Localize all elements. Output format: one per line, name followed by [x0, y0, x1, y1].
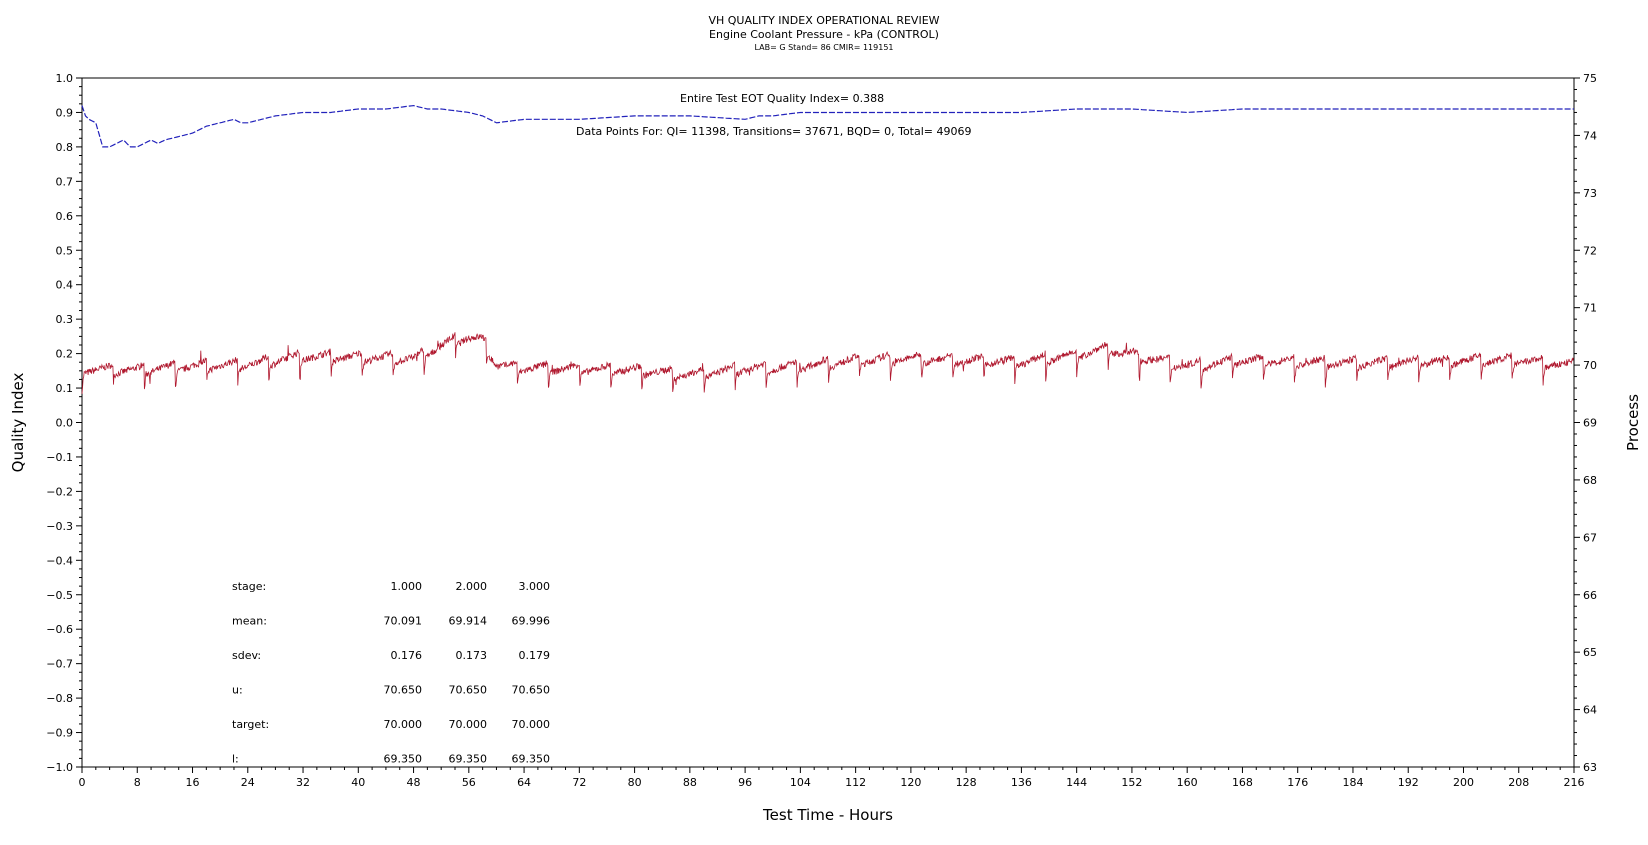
x-tick-label: 112	[845, 776, 866, 789]
x-tick-label: 80	[628, 776, 642, 789]
stats-cell: 70.650	[449, 684, 488, 697]
y-left-tick-label: −1.0	[46, 761, 73, 774]
x-tick-label: 176	[1287, 776, 1308, 789]
y-right-tick-label: 72	[1583, 244, 1597, 257]
y-right-tick-label: 71	[1583, 302, 1597, 315]
y-left-tick-label: −0.5	[46, 589, 73, 602]
x-tick-label: 32	[296, 776, 310, 789]
x-tick-label: 136	[1011, 776, 1032, 789]
chart-title: VH QUALITY INDEX OPERATIONAL REVIEW	[708, 14, 940, 27]
x-tick-label: 56	[462, 776, 476, 789]
series-quality-index-line	[81, 104, 1574, 148]
y-left-tick-label: −0.4	[46, 554, 73, 567]
stats-cell: 69.350	[449, 753, 488, 766]
y-left-tick-label: −0.7	[46, 658, 73, 671]
stats-row-label: l:	[232, 753, 239, 766]
y-right-tick-label: 64	[1583, 704, 1597, 717]
y-right-tick-label: 67	[1583, 531, 1597, 544]
y-left-tick-label: 0.5	[56, 244, 74, 257]
y-left-tick-label: 0.7	[56, 175, 74, 188]
y-right-tick-label: 65	[1583, 646, 1597, 659]
x-tick-label: 72	[572, 776, 586, 789]
y-left-tick-label: 0.4	[56, 279, 74, 292]
y-left-tick-label: 0.0	[56, 417, 74, 430]
x-tick-label: 48	[407, 776, 421, 789]
x-tick-label: 160	[1177, 776, 1198, 789]
x-axis-label: Test Time - Hours	[762, 806, 893, 824]
stats-cell: 0.179	[519, 649, 551, 662]
stats-cell: 0.176	[391, 649, 423, 662]
y-left-tick-label: −0.2	[46, 485, 73, 498]
stats-cell: 70.650	[512, 684, 551, 697]
stats-cell: 3.000	[519, 580, 551, 593]
y-left-tick-label: 0.9	[56, 106, 74, 119]
y-right-tick-label: 66	[1583, 589, 1597, 602]
stats-cell: 1.000	[391, 580, 423, 593]
stats-row-label: target:	[232, 718, 269, 731]
x-tick-label: 104	[790, 776, 811, 789]
x-tick-label: 88	[683, 776, 697, 789]
series-process-line	[81, 332, 1574, 394]
x-tick-label: 120	[900, 776, 921, 789]
y-left-tick-label: −0.1	[46, 451, 73, 464]
data-points-annotation: Data Points For: QI= 11398, Transitions=…	[576, 125, 972, 138]
y-left-tick-label: 0.1	[56, 382, 74, 395]
stats-cell: 69.914	[449, 615, 488, 628]
y-right-tick-label: 63	[1583, 761, 1597, 774]
stats-row-label: mean:	[232, 615, 267, 628]
y-left-tick-label: 1.0	[56, 72, 74, 85]
y-right-tick-label: 73	[1583, 187, 1597, 200]
plot-frame	[81, 77, 1575, 768]
x-tick-label: 184	[1342, 776, 1363, 789]
y-right-tick-label: 70	[1583, 359, 1597, 372]
stats-cell: 0.173	[456, 649, 488, 662]
chart-subtitle: Engine Coolant Pressure - kPa (CONTROL)	[709, 28, 939, 41]
x-tick-label: 208	[1508, 776, 1529, 789]
x-tick-label: 40	[351, 776, 365, 789]
x-tick-label: 24	[241, 776, 255, 789]
y-right-tick-label: 75	[1583, 72, 1597, 85]
stats-cell: 69.996	[512, 615, 551, 628]
chart-lab-line: LAB= G Stand= 86 CMIR= 119151	[754, 43, 894, 52]
x-tick-label: 144	[1066, 776, 1087, 789]
stats-row-label: u:	[232, 684, 243, 697]
x-tick-label: 152	[1121, 776, 1142, 789]
x-tick-label: 128	[956, 776, 977, 789]
x-tick-label: 168	[1232, 776, 1253, 789]
y-left-tick-label: 0.2	[56, 348, 74, 361]
y-left-tick-label: 0.3	[56, 313, 74, 326]
stats-cell: 70.000	[384, 718, 423, 731]
y-left-axis-label: Quality Index	[9, 373, 27, 473]
x-tick-label: 16	[186, 776, 200, 789]
stats-cell: 69.350	[384, 753, 423, 766]
y-left-tick-label: −0.8	[46, 692, 73, 705]
x-tick-label: 8	[134, 776, 141, 789]
y-right-tick-label: 68	[1583, 474, 1597, 487]
x-tick-label: 64	[517, 776, 531, 789]
stats-cell: 69.350	[512, 753, 551, 766]
stats-cell: 70.091	[384, 615, 423, 628]
x-tick-label: 96	[738, 776, 752, 789]
stats-cell: 70.650	[384, 684, 423, 697]
stats-row-label: sdev:	[232, 649, 261, 662]
stats-row-label: stage:	[232, 580, 266, 593]
y-left-tick-label: 0.6	[56, 210, 74, 223]
x-tick-label: 200	[1453, 776, 1474, 789]
y-right-tick-label: 74	[1583, 129, 1597, 142]
stats-cell: 70.000	[449, 718, 488, 731]
y-right-tick-label: 69	[1583, 417, 1597, 430]
x-tick-label: 192	[1398, 776, 1419, 789]
y-left-tick-label: −0.3	[46, 520, 73, 533]
x-tick-label: 216	[1564, 776, 1585, 789]
y-right-axis-label: Process	[1624, 394, 1642, 451]
y-left-tick-label: 0.8	[56, 141, 74, 154]
stats-cell: 2.000	[456, 580, 488, 593]
y-left-tick-label: −0.6	[46, 623, 73, 636]
stats-cell: 70.000	[512, 718, 551, 731]
y-left-tick-label: −0.9	[46, 727, 73, 740]
eot-quality-index-annotation: Entire Test EOT Quality Index= 0.388	[680, 92, 884, 105]
x-tick-label: 0	[79, 776, 86, 789]
